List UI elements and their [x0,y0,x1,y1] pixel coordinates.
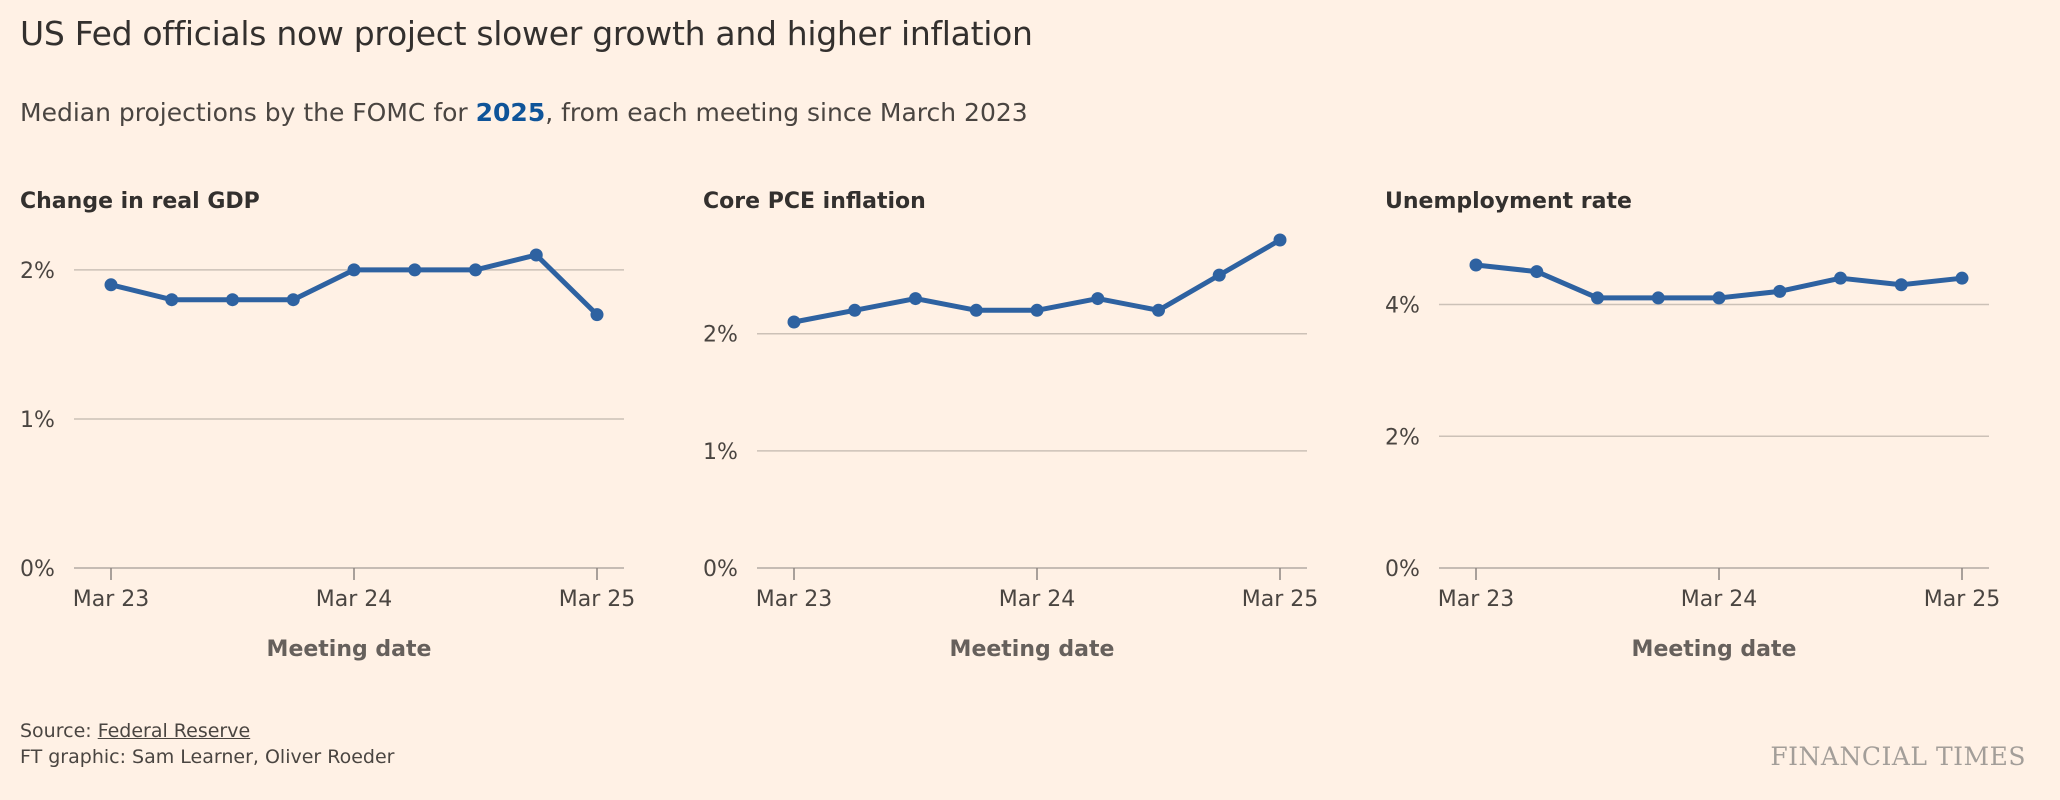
y-tick-label: 0% [703,557,738,582]
data-point [104,278,118,292]
data-point [1530,265,1544,279]
panel-title: Unemployment rate [1385,189,1632,214]
panel-title: Core PCE inflation [703,189,926,214]
y-tick-label: 1% [703,440,738,465]
data-point [286,293,300,307]
data-point [1591,291,1604,305]
data-point [1152,303,1165,317]
subtitle-highlight-year: 2025 [475,98,546,127]
data-point [848,303,862,317]
x-axis-title: Meeting date [950,637,1115,662]
data-point [1955,271,1969,285]
ft-logo: FINANCIAL TIMES [1770,742,2026,771]
x-tick-label: Mar 23 [756,587,833,612]
data-point [1273,233,1287,247]
small-multiples-chart: Change in real GDP 0% 1% 2% Mar 23 Mar 24 Mar … [20,189,2001,662]
x-tick-label: Mar 25 [559,587,636,612]
data-point [529,248,543,262]
data-point [408,263,422,277]
x-tick-label: Mar 25 [1924,587,2001,612]
x-tick-label: Mar 23 [1438,587,1515,612]
chart-subtitle: Median projections by the FOMC for 2025,… [20,98,1028,127]
data-point [969,303,983,317]
data-point [787,315,801,329]
source-prefix: Source: [20,720,98,742]
y-tick-label: 2% [703,323,738,348]
x-tick-label: Mar 25 [1242,587,1319,612]
data-point [590,308,604,322]
data-point [1030,303,1044,317]
y-tick-label: 2% [20,259,55,284]
source-link[interactable]: Federal Reserve [97,720,251,742]
data-point [347,263,361,277]
y-tick-label: 0% [1385,557,1420,582]
data-point [1212,268,1226,282]
data-point [1651,291,1665,305]
x-tick-label: Mar 24 [1681,587,1758,612]
graphic-credit: FT graphic: Sam Learner, Oliver Roeder [20,746,395,768]
x-tick-label: Mar 23 [73,587,150,612]
y-tick-label: 2% [1385,425,1420,450]
data-point [1894,278,1908,292]
data-point [1712,291,1726,305]
x-tick-label: Mar 24 [316,587,393,612]
data-point [909,292,922,306]
y-tick-label: 1% [20,408,55,433]
x-axis-title: Meeting date [267,637,432,662]
data-point [1469,258,1483,272]
source-note: Source: Federal Reserve [20,720,250,742]
data-point [1091,292,1105,306]
data-point [1834,271,1847,285]
y-tick-label: 4% [1385,294,1420,319]
subtitle-text-end: , from each meeting since March 2023 [545,98,1028,127]
y-tick-label: 0% [20,557,55,582]
data-point [469,263,482,277]
x-tick-label: Mar 24 [999,587,1076,612]
data-point [226,293,239,307]
data-point [1773,284,1787,298]
subtitle-text: Median projections by the FOMC for [20,98,476,127]
x-axis-title: Meeting date [1632,637,1797,662]
chart-title: US Fed officials now project slower grow… [20,14,1033,53]
data-point [165,293,179,307]
panel-title: Change in real GDP [20,189,260,214]
